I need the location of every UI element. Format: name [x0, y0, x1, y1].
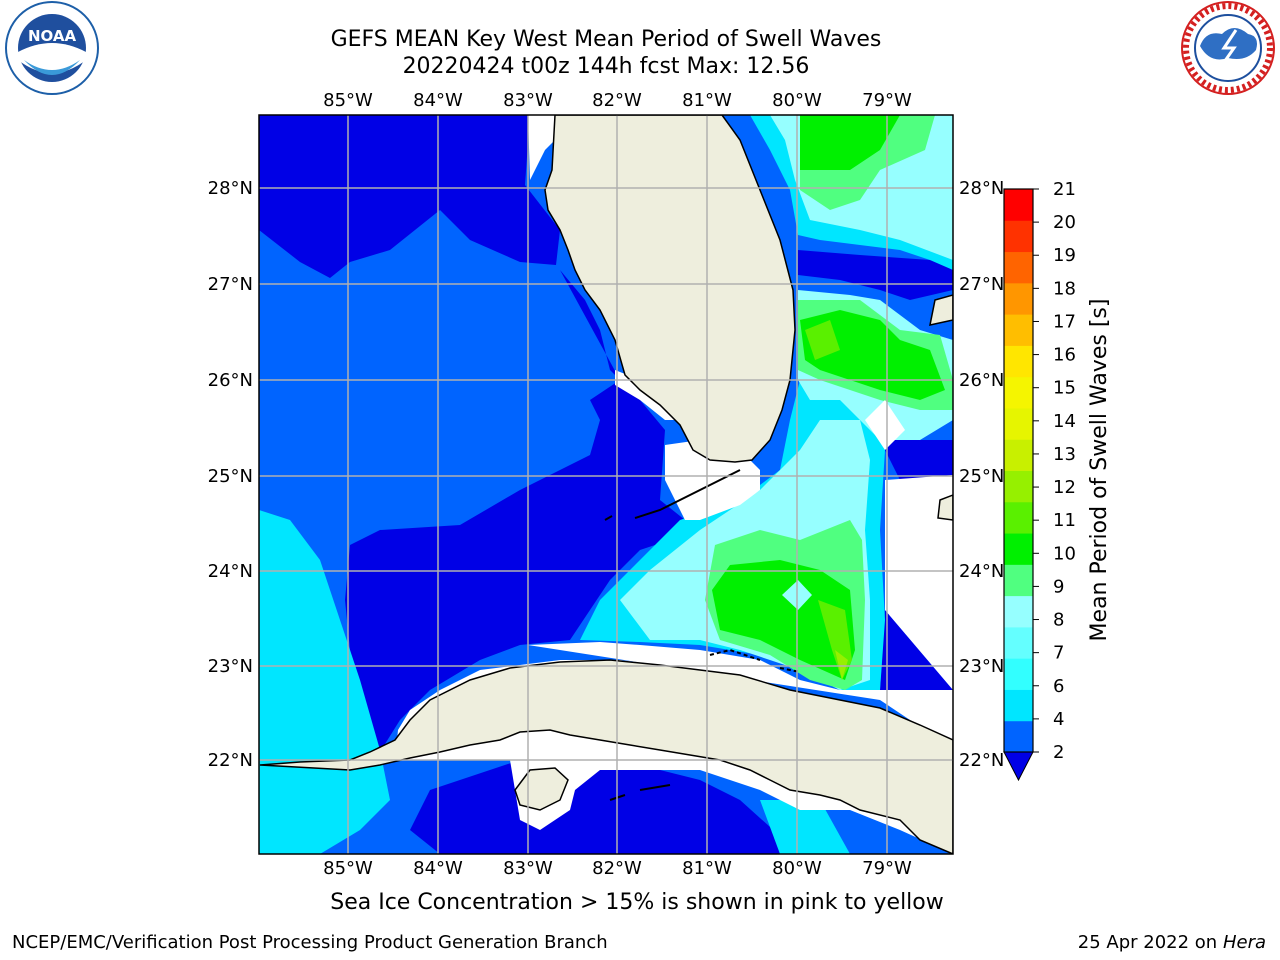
footer-date: 25 Apr 2022 on Hera — [1078, 932, 1266, 953]
footer-credit: NCEP/EMC/Verification Post Processing Pr… — [12, 932, 608, 953]
lon-label: 83°W — [503, 858, 553, 879]
colorbar-tick-label: 7 — [1053, 643, 1064, 664]
colorbar-tick-label: 8 — [1053, 610, 1064, 631]
colorbar-label: Mean Period of Swell Waves [s] — [1087, 299, 1112, 642]
lon-label: 84°W — [413, 90, 463, 111]
lon-label: 81°W — [682, 90, 732, 111]
colorbar-segment — [1004, 533, 1033, 565]
colorbar-segment — [1004, 689, 1033, 722]
lat-label: 22°N — [959, 750, 1004, 771]
colorbar-tick-label: 6 — [1053, 676, 1064, 697]
colorbar-tick-label: 18 — [1053, 278, 1076, 299]
map-gridlines — [259, 115, 953, 854]
lon-label: 79°W — [862, 858, 912, 879]
lat-label: 22°N — [208, 750, 253, 771]
colorbar-extend-arrow — [1003, 751, 1034, 782]
lat-label: 23°N — [208, 656, 253, 677]
ice-note-text: Sea Ice Concentration > 15% is shown in … — [330, 890, 944, 915]
colorbar-label-group: Mean Period of Swell Waves [s] — [1087, 299, 1112, 642]
lat-label: 23°N — [959, 656, 1004, 677]
ocean-period-below-2 — [259, 115, 560, 278]
florida-landmass — [544, 115, 796, 463]
lon-labels-bottom: 85°W 84°W 83°W 82°W 81°W 80°W 79°W — [323, 858, 912, 879]
chart-subtitle: 20220424 t00z 144h fcst Max: 12.56 — [402, 54, 810, 79]
lon-label: 81°W — [682, 858, 732, 879]
nws-logo — [1181, 1, 1275, 95]
lon-label: 80°W — [772, 90, 822, 111]
lon-label: 82°W — [592, 90, 642, 111]
colorbar-segment — [1004, 251, 1033, 284]
colorbar-tick-label: 10 — [1053, 543, 1076, 564]
ocean-period-10-11 — [712, 560, 855, 680]
colorbar-segment — [1004, 595, 1033, 628]
lat-label: 24°N — [959, 561, 1004, 582]
lat-label: 27°N — [959, 274, 1004, 295]
colorbar-tick-label: 9 — [1053, 576, 1064, 597]
noaa-logo-text: NOAA — [28, 27, 77, 45]
colorbar-frame — [1003, 188, 1034, 753]
footer-date-text: 25 Apr 2022 on — [1077, 932, 1223, 953]
lat-label: 28°N — [208, 178, 253, 199]
colorbar-tick-label: 21 — [1053, 179, 1076, 200]
colorbar-tick-label: 19 — [1053, 245, 1076, 266]
colorbar-tick-label: 20 — [1053, 212, 1076, 233]
colorbar-segment — [1004, 439, 1033, 471]
colorbar-tick-label: 14 — [1053, 411, 1076, 432]
lat-labels-left: 28°N 27°N 26°N 25°N 24°N 23°N 22°N — [208, 178, 253, 771]
colorbar-tick-label: 2 — [1053, 742, 1064, 763]
lat-label: 26°N — [208, 370, 253, 391]
lon-label: 85°W — [323, 858, 373, 879]
lat-label: 27°N — [208, 274, 253, 295]
colorbar-tick-label: 13 — [1053, 444, 1076, 465]
colorbar-segment — [1004, 282, 1033, 315]
colorbar-segment — [1004, 345, 1033, 378]
colorbar-segment — [1004, 626, 1033, 659]
colorbar-segment — [1004, 314, 1033, 346]
colorbar-segment — [1004, 658, 1033, 690]
lat-label: 28°N — [959, 178, 1004, 199]
lon-label: 83°W — [503, 90, 553, 111]
lat-label: 26°N — [959, 370, 1004, 391]
map-frame — [258, 114, 954, 855]
colorbar-segment — [1004, 220, 1033, 253]
ice-note: Sea Ice Concentration > 15% is shown in … — [0, 890, 1280, 915]
chart-title: GEFS MEAN Key West Mean Period of Swell … — [330, 27, 882, 52]
colorbar-segment — [1004, 564, 1033, 597]
colorbar-tick-label: 4 — [1053, 709, 1064, 730]
colorbar-tick-label: 16 — [1053, 345, 1076, 366]
cuba-landmass — [259, 659, 953, 854]
lon-labels-top: 85°W 84°W 83°W 82°W 81°W 80°W 79°W — [323, 90, 912, 111]
colorbar-tick-label: 15 — [1053, 378, 1076, 399]
lon-label: 80°W — [772, 858, 822, 879]
colorbar-segment — [1004, 501, 1033, 534]
colorbar: 2 4 6 7 8 9 10 11 12 13 14 15 16 17 18 19 20 21 — [1003, 179, 1076, 782]
colorbar-segment — [1004, 376, 1033, 409]
colorbar-segment — [1004, 189, 1033, 221]
lat-labels-right: 28°N 27°N 26°N 25°N 24°N 23°N 22°N — [959, 178, 1004, 771]
colorbar-tick-label: 17 — [1053, 311, 1076, 332]
colorbar-segment — [1004, 720, 1033, 753]
colorbar-segment — [1004, 470, 1033, 503]
noaa-logo: NOAA — [5, 1, 99, 95]
footer-host: Hera — [1222, 932, 1266, 953]
lat-label: 25°N — [959, 466, 1004, 487]
map-area — [259, 115, 953, 854]
lon-label: 85°W — [323, 90, 373, 111]
colorbar-tick-label: 11 — [1053, 510, 1076, 531]
colorbar-segment — [1004, 407, 1033, 440]
lat-label: 25°N — [208, 466, 253, 487]
lon-label: 84°W — [413, 858, 463, 879]
lat-label: 24°N — [208, 561, 253, 582]
lon-label: 79°W — [862, 90, 912, 111]
colorbar-tick-label: 12 — [1053, 477, 1076, 498]
lon-label: 82°W — [592, 858, 642, 879]
